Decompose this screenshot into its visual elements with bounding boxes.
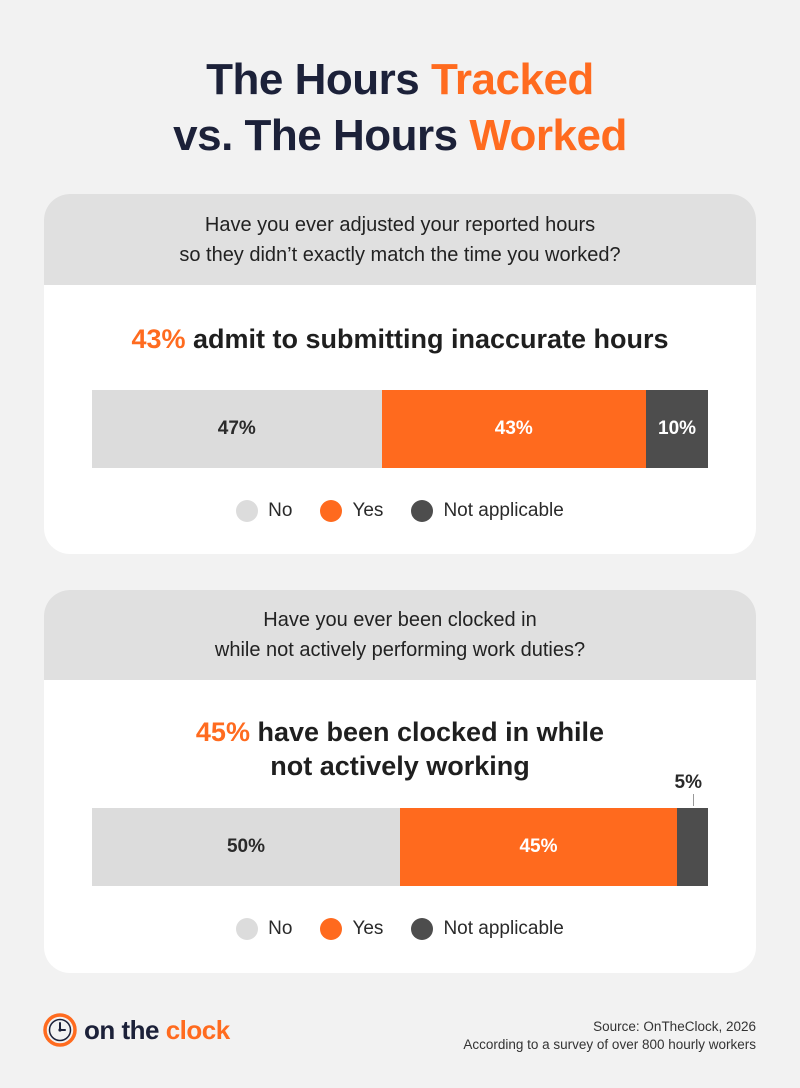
onthe-clock-logo: on the clock	[42, 1012, 230, 1048]
label-leader-line	[692, 794, 694, 806]
clock-icon	[43, 1013, 77, 1047]
title-accent-tracked: Tracked	[430, 55, 594, 104]
data-label: 50%	[226, 836, 266, 857]
bar-segment-not-applicable	[677, 808, 708, 886]
legend-label: No	[268, 500, 293, 521]
legend-swatch	[236, 500, 259, 522]
legend-item-no: No	[236, 918, 292, 940]
legend-item-not-applicable: Not applicable	[411, 918, 564, 940]
legend-label: Yes	[352, 500, 384, 521]
question-line: Have you ever been clocked in	[263, 609, 537, 631]
title-accent-worked: Worked	[469, 111, 627, 160]
legend-label: Not applicable	[443, 918, 564, 939]
headline-2: 45% have been clocked in while not activ…	[195, 717, 605, 781]
legend-swatch	[411, 918, 434, 940]
bar-segment-yes: 45%	[400, 808, 677, 886]
question-line: Have you ever adjusted your reported hou…	[204, 213, 596, 236]
question-line: so they didn’t exactly match the time yo…	[179, 243, 621, 266]
headline-1: 43% admit to submitting inaccurate hours	[131, 324, 669, 354]
legend-label: Not applicable	[443, 500, 564, 521]
data-label: 10%	[658, 418, 697, 439]
title-line-1: The Hours Tracked	[206, 55, 594, 104]
legend-swatch	[236, 918, 259, 940]
legend-swatch	[320, 918, 343, 940]
data-label: 47%	[217, 418, 256, 439]
bar-segment-not-applicable: 10%	[646, 390, 709, 468]
legend-swatch	[320, 500, 343, 522]
headline-accent: 43%	[131, 324, 186, 354]
data-label: 45%	[519, 836, 558, 857]
legend-swatch	[411, 500, 434, 522]
legend-item-not-applicable: Not applicable	[411, 500, 564, 522]
question-header-2: Have you ever been clocked in while not …	[44, 590, 756, 680]
question-line: while not actively performing work dutie…	[214, 639, 586, 661]
stacked-bar-2: 50% 45%	[92, 808, 708, 886]
source-line: According to a survey of over 800 hourly…	[463, 1037, 756, 1052]
legend-item-yes: Yes	[320, 918, 383, 940]
data-label: 5%	[674, 772, 702, 793]
bar-segment-no: 50%	[92, 808, 400, 886]
legend-item-yes: Yes	[320, 500, 383, 522]
legend-label: Yes	[352, 918, 384, 939]
page-title: The Hours Tracked vs. The Hours Worked	[0, 52, 800, 164]
headline-accent: 45%	[195, 717, 250, 747]
stacked-bar-1: 47% 43% 10%	[92, 390, 709, 468]
question-card-2: Have you ever been clocked in while not …	[44, 590, 756, 973]
title-line-2: vs. The Hours Worked	[173, 111, 627, 160]
bar-segment-no: 47%	[92, 390, 382, 468]
legend-1: No Yes Not applicable	[44, 500, 756, 522]
bar-segment-yes: 43%	[381, 390, 647, 468]
legend-2: No Yes Not applicable	[44, 918, 756, 940]
source-note: Source: OnTheClock, 2026 According to a …	[463, 1018, 756, 1054]
source-line: Source: OnTheClock, 2026	[593, 1019, 756, 1034]
legend-label: No	[268, 918, 293, 939]
legend-item-no: No	[236, 500, 292, 522]
question-card-1: Have you ever adjusted your reported hou…	[44, 194, 756, 554]
data-label: 43%	[494, 418, 533, 439]
logo-text: on the clock	[84, 1014, 230, 1045]
question-header-1: Have you ever adjusted your reported hou…	[44, 194, 756, 285]
